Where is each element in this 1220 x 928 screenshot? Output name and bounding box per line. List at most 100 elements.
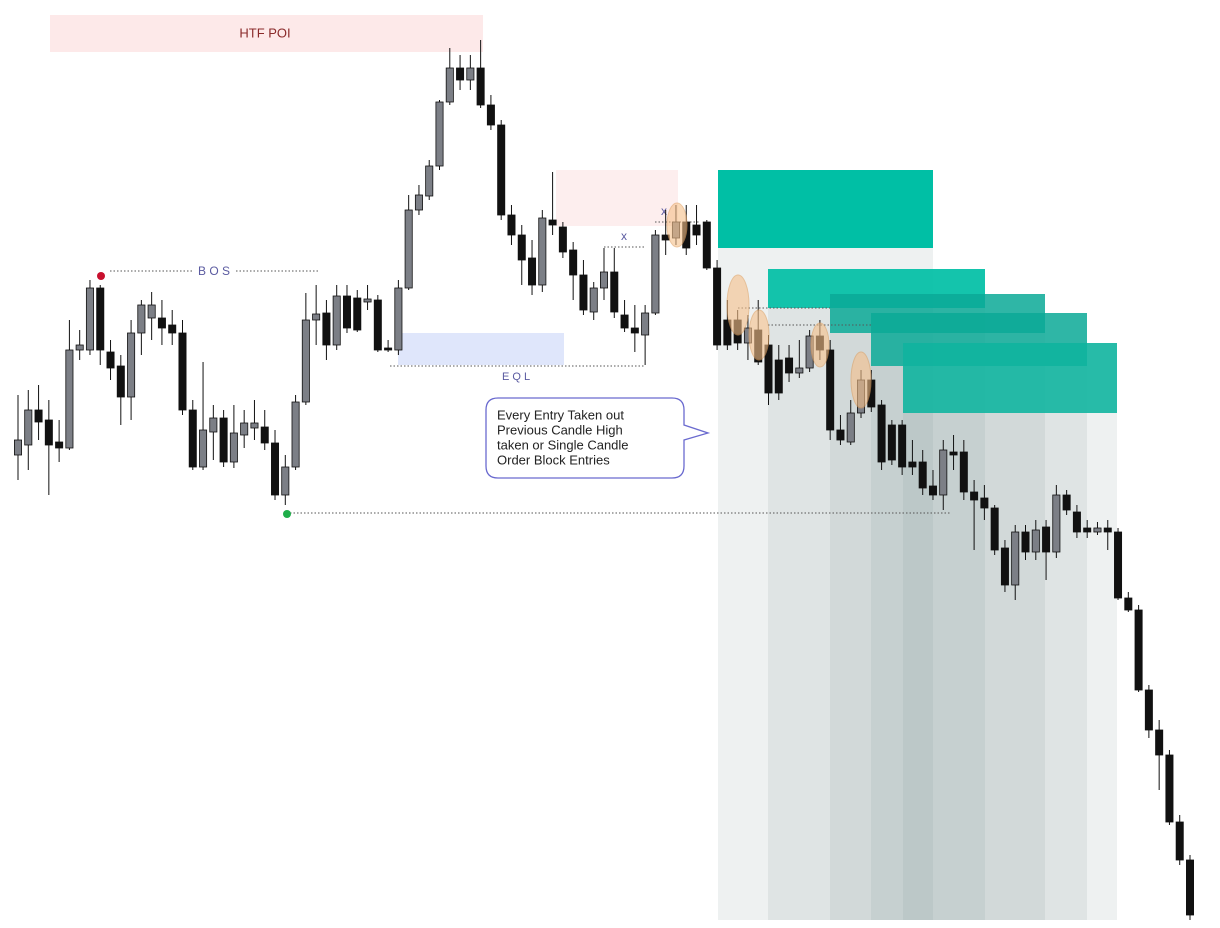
candle-body [178,332,187,411]
candle-body [250,422,259,429]
candle-body [507,214,516,236]
candle-body [620,314,629,329]
candle-body [589,287,598,313]
callout-text: Every Entry Taken out Previous Candle Hi… [497,407,629,467]
candle-body [271,442,280,496]
candle-body [600,271,609,289]
candle-body [558,226,567,253]
candle-body [34,409,43,423]
candle-body [538,217,547,286]
candle-body [332,295,341,346]
candle-body [774,359,783,394]
candle-body [970,491,979,501]
candle-body [826,349,835,431]
candle-body [1175,821,1184,861]
callout-box [485,397,711,479]
candle-body [456,67,465,81]
candle-body [928,485,937,496]
candle-body [959,451,968,493]
candle-body [579,274,588,311]
candle-body [702,221,711,269]
candle-body [1052,494,1061,553]
candle-body [75,344,84,351]
candle-body [1144,689,1153,731]
target-zone [718,170,933,248]
candle-body [168,324,177,334]
candle-body [157,317,166,329]
candle-body [836,429,845,441]
candle-body [55,441,64,449]
candle-body [908,461,917,468]
candle-body [795,367,804,374]
candle-body [1083,527,1092,533]
candle-body [199,429,208,468]
entry-highlight [810,322,830,368]
candle-body [949,451,958,456]
candle-body [404,209,413,289]
candle-body [65,349,74,449]
candle-body [887,424,896,461]
candle-body [1114,531,1123,599]
candle-body [528,257,537,286]
candle-body [1042,526,1051,553]
swing-low-dot [283,510,291,518]
target-zone [903,343,1117,413]
callout-line: Every Entry Taken out [497,407,624,422]
candle-body [127,332,136,398]
candle-body [877,404,886,463]
candle-body [445,67,454,103]
candle-body [517,234,526,261]
candle-body [1062,494,1071,511]
htf-poi-zone [50,15,483,52]
trade-range [830,333,1045,920]
candle-body [476,67,485,106]
candle-body [641,312,650,336]
candle-body [219,417,228,463]
candle-body [630,327,639,334]
candle-body [312,313,321,321]
callout-line: Order Block Entries [497,452,610,467]
eql-zone [398,333,564,365]
callout-line: Previous Candle High [497,422,623,437]
candle-body [846,412,855,443]
entry-highlights [666,202,872,409]
candle-body [785,357,794,374]
entry-highlight [726,274,750,336]
candle-body [24,409,33,446]
candle-body [548,219,557,226]
candle-body [322,312,331,346]
candle-body [610,271,619,313]
candle-body [713,267,722,346]
trade-range [871,366,1087,920]
candle-body [240,422,249,436]
x-label: x [621,229,627,243]
candle-body [291,401,300,468]
candle-body [373,299,382,351]
candle-body [497,124,506,216]
candle-body [229,432,238,463]
swing-high-dot [97,272,105,280]
candle-body [939,449,948,496]
candle-body [342,295,351,329]
trade-range [903,413,1117,920]
candle-body [466,67,475,81]
candle-body [980,497,989,509]
candle-body [188,409,197,468]
candle-body [260,426,269,444]
candles [13,40,1195,920]
candle-body [394,287,403,351]
candle-body [147,304,156,319]
candle-body [363,298,372,303]
candle-body [1103,527,1112,533]
candle-body [1031,529,1040,553]
candle-body [1093,527,1102,533]
eql-label: E Q L [502,371,530,383]
candle-body [13,439,22,456]
candle-body [898,424,907,468]
candle-body [1186,859,1195,916]
candle-body [209,417,218,433]
candle-body [44,419,53,446]
candle-body [1011,531,1020,586]
candle-body [1072,511,1081,533]
